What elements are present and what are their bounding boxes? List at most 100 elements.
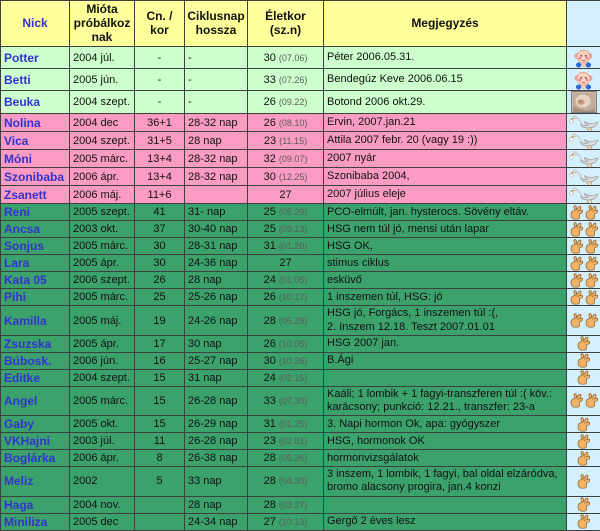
trying-since-cell: 2005 szept. [70, 204, 135, 221]
cycle-length-cell: 25-27 nap [185, 352, 248, 369]
birthday-date: (01.25) [279, 419, 308, 429]
age-cell: 31 (01.20) [248, 238, 324, 255]
baby-photo [571, 91, 597, 113]
cycle-length-cell: 26-38 nap [185, 450, 248, 467]
age-cell: 28 (05.29) [248, 306, 324, 335]
nick-cell: Gaby [1, 416, 70, 433]
cycle-length-cell: 28-32 nap [185, 168, 248, 186]
trying-since-cell: 2005 márc. [70, 238, 135, 255]
crossed-fingers-icon [585, 290, 598, 305]
nick-cell: Nolina [1, 114, 70, 132]
age-cell: 28 (03.27) [248, 496, 324, 513]
age-cell: 28 (04.30) [248, 467, 324, 496]
cycle-week-cell [135, 496, 185, 513]
nick-cell: Angel [1, 386, 70, 415]
cycle-week-cell: 15 [135, 369, 185, 386]
crossed-fingers-icon [585, 239, 598, 254]
status-icon-cell [567, 306, 600, 335]
cycle-length-cell: 24-36 nap [185, 255, 248, 272]
note-cell: HSG jó, Forgács, 1 inszemen túl :(, 2. I… [324, 306, 567, 335]
nick-cell: Betti [1, 69, 70, 91]
note-cell: Attila 2007 febr. 20 (vagy 19 :)) [324, 132, 567, 150]
age-cell: 30 (10.26) [248, 352, 324, 369]
cycle-week-cell: 26 [135, 272, 185, 289]
note-cell: hormonvizsgálatok [324, 450, 567, 467]
baby-icon [574, 48, 593, 68]
cycle-week-cell: 30 [135, 255, 185, 272]
status-icon-cell [567, 467, 600, 496]
birthday-date: (02.01) [279, 436, 308, 446]
cycle-length-cell: 28-32 nap [185, 114, 248, 132]
age-cell: 24 (01.05) [248, 272, 324, 289]
crossed-fingers-icon [577, 353, 590, 368]
age-value: 30 [264, 355, 276, 367]
note-cell: PCO-elmúlt, jan. hysterocs. Sövény eltáv… [324, 204, 567, 221]
trying-since-cell: 2005 jún. [70, 69, 135, 91]
birthday-date: (08.10) [279, 118, 308, 128]
crossed-fingers-icon [577, 417, 590, 432]
stork-icon [569, 114, 599, 131]
stork-icon [569, 150, 599, 167]
age-value: 27 [279, 257, 291, 269]
status-icon-cell [567, 369, 600, 386]
nick-cell: Pihi [1, 289, 70, 306]
trying-since-cell: 2004 szept. [70, 91, 135, 114]
stork-icon [569, 132, 599, 149]
birthday-date: (07.06) [279, 53, 308, 63]
status-icon-cell [567, 47, 600, 69]
note-cell: stimus ciklus [324, 255, 567, 272]
crossed-fingers-icon [577, 370, 590, 385]
cycle-length-cell: 31 nap [185, 369, 248, 386]
trying-since-cell: 2005 márc. [70, 386, 135, 415]
age-cell: 30 (07.06) [248, 47, 324, 69]
trying-since-cell: 2002 [70, 467, 135, 496]
age-cell: 27 [248, 255, 324, 272]
cycle-week-cell: - [135, 47, 185, 69]
column-header-nick: Nick [1, 1, 70, 47]
note-cell [324, 496, 567, 513]
crossed-fingers-icon [585, 393, 598, 408]
nick-cell: Boglárka [1, 450, 70, 467]
note-cell: HSG, hormonok OK [324, 433, 567, 450]
status-icon-cell [567, 91, 600, 114]
note-cell: HSG 2007 jan. [324, 335, 567, 352]
nick-cell: Haga [1, 496, 70, 513]
age-value: 26 [264, 338, 276, 350]
birthday-date: (10.17) [279, 292, 308, 302]
trying-since-cell: 2003 júl. [70, 433, 135, 450]
age-cell: 33 (07.26) [248, 69, 324, 91]
age-value: 26 [264, 96, 276, 108]
cycle-week-cell: 8 [135, 450, 185, 467]
crossed-fingers-icon [570, 313, 583, 328]
age-value: 27 [279, 189, 291, 201]
cycle-length-cell: 26-28 nap [185, 386, 248, 415]
nick-cell: Vica [1, 132, 70, 150]
stork-icon [569, 168, 599, 185]
cycle-week-cell: 17 [135, 335, 185, 352]
cycle-week-cell: 13+4 [135, 168, 185, 186]
status-icon-cell [567, 352, 600, 369]
cycle-length-cell: - [185, 47, 248, 69]
trying-since-cell: 2004 szept. [70, 369, 135, 386]
crossed-fingers-icon [585, 273, 598, 288]
trying-since-cell: 2004 szept. [70, 132, 135, 150]
age-value: 24 [264, 372, 276, 384]
crossed-fingers-icon [577, 336, 590, 351]
crossed-fingers-icon [570, 256, 583, 271]
note-cell: B.Ági [324, 352, 567, 369]
cycle-week-cell: 19 [135, 306, 185, 335]
crossed-fingers-icon [585, 313, 598, 328]
age-cell: 26 (10.05) [248, 335, 324, 352]
cycle-length-cell: 28 nap [185, 496, 248, 513]
status-icon-cell [567, 433, 600, 450]
birthday-date: (04.30) [279, 476, 308, 486]
crossed-fingers-icon [577, 497, 590, 512]
nick-cell: Meliz [1, 467, 70, 496]
